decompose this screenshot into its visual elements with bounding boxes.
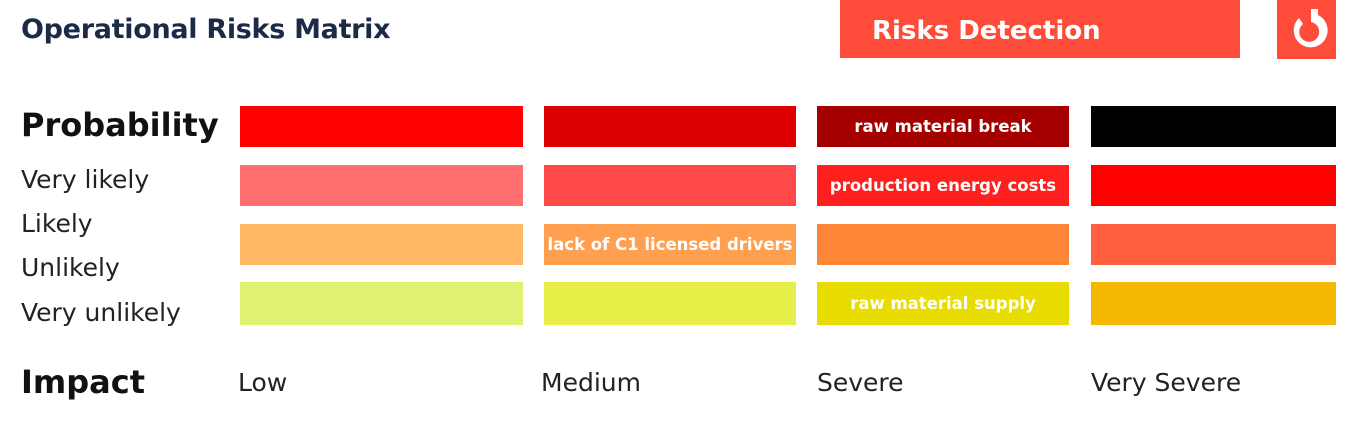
probability-level-likely: Likely	[21, 209, 93, 238]
impact-level-medium: Medium	[541, 368, 641, 397]
risk-cell-r2-c3: production energy costs	[817, 165, 1069, 206]
risk-cell-r2-c1	[240, 165, 523, 206]
risk-cell-r1-c3: raw material break	[817, 106, 1069, 147]
risk-cell-r4-c3: raw material supply	[817, 282, 1069, 325]
risk-cell-r1-c1	[240, 106, 523, 147]
risks-detection-badge: Risks Detection	[840, 0, 1240, 58]
risk-cell-r4-c4	[1091, 282, 1336, 325]
impact-label: Impact	[21, 363, 146, 401]
brand-logo-icon	[1277, 0, 1336, 59]
risk-cell-r3-c3	[817, 224, 1069, 265]
risk-cell-r2-c2	[544, 165, 796, 206]
probability-label: Probability	[21, 106, 219, 144]
risk-cell-r4-c1	[240, 282, 523, 325]
risk-cell-r3-c1	[240, 224, 523, 265]
probability-level-unlikely: Unlikely	[21, 253, 120, 282]
probability-level-very-unlikely: Very unlikely	[21, 298, 181, 327]
risk-cell-r4-c2	[544, 282, 796, 325]
page-title: Operational Risks Matrix	[21, 14, 391, 45]
impact-level-very-severe: Very Severe	[1091, 368, 1242, 397]
risk-cell-r2-c4	[1091, 165, 1336, 206]
impact-level-severe: Severe	[817, 368, 904, 397]
risk-cell-r3-c2: lack of C1 licensed drivers	[544, 224, 796, 265]
risk-cell-r3-c4	[1091, 224, 1336, 265]
risk-cell-r1-c4	[1091, 106, 1336, 147]
probability-level-very-likely: Very likely	[21, 165, 150, 194]
impact-level-low: Low	[238, 368, 288, 397]
risk-cell-r1-c2	[544, 106, 796, 147]
